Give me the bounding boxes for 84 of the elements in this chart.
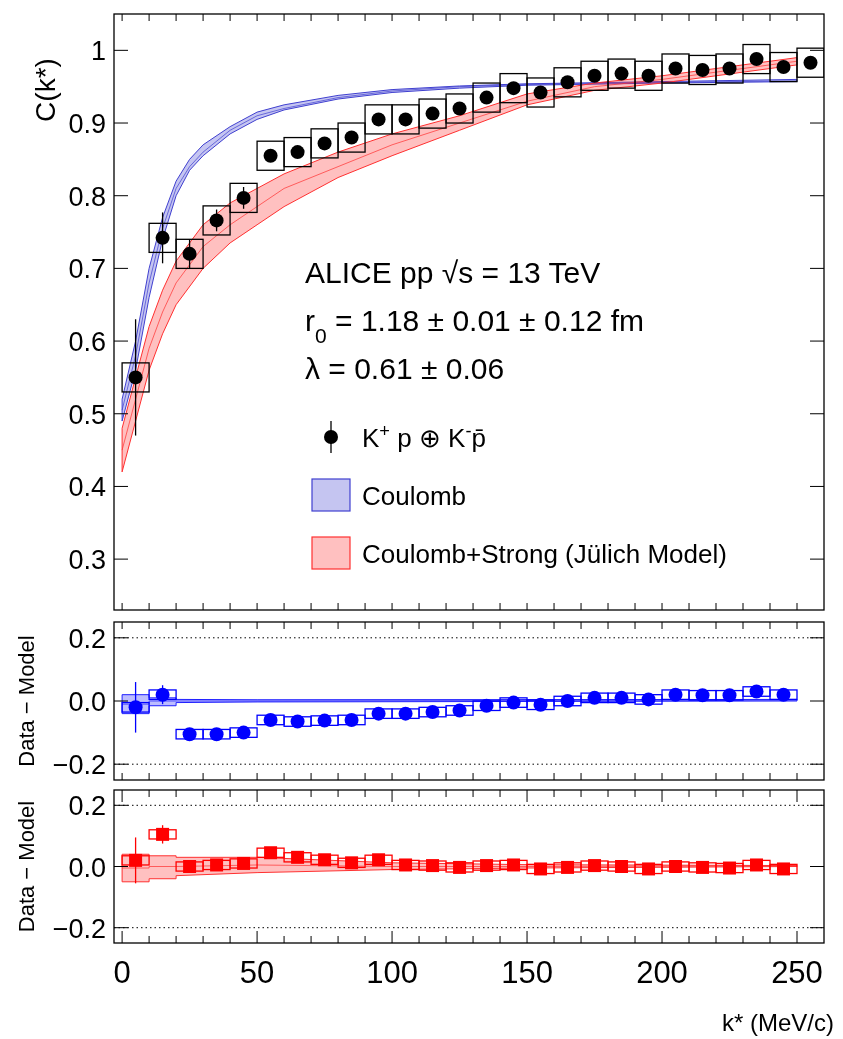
point bbox=[749, 684, 764, 699]
point bbox=[507, 858, 521, 872]
x-tick-label: 150 bbox=[501, 955, 553, 990]
point bbox=[777, 862, 791, 876]
point bbox=[317, 713, 332, 728]
point bbox=[614, 690, 629, 705]
annotation: ALICE pp √s = 13 TeV bbox=[305, 256, 601, 289]
point bbox=[264, 846, 278, 860]
y-tick-label: −0.2 bbox=[52, 750, 106, 781]
point bbox=[750, 858, 764, 872]
legend-label: Coulomb+Strong (Jülich Model) bbox=[362, 539, 727, 569]
y-tick-label: 0.5 bbox=[68, 399, 106, 430]
y-tick-label: 0.0 bbox=[68, 852, 106, 883]
point bbox=[183, 860, 197, 873]
point bbox=[696, 860, 710, 874]
point bbox=[237, 856, 251, 870]
point bbox=[236, 725, 251, 740]
point bbox=[371, 706, 386, 721]
y-tick-label: 0.2 bbox=[68, 623, 106, 654]
y-tick-label: −0.2 bbox=[52, 913, 106, 944]
point bbox=[290, 714, 305, 729]
x-axis-title: k* (MeV/c) bbox=[721, 1009, 834, 1036]
point bbox=[398, 706, 413, 721]
point bbox=[642, 862, 656, 876]
point bbox=[210, 858, 224, 872]
point bbox=[128, 700, 143, 715]
annotation: r$_{0}$ = 1.18 ± 0.01 ± 0.12 fm bbox=[305, 304, 644, 347]
x-tick-label: 50 bbox=[239, 955, 275, 990]
y-tick-label: 1 bbox=[90, 36, 106, 67]
point bbox=[479, 698, 494, 713]
point bbox=[372, 853, 386, 867]
point bbox=[452, 703, 467, 718]
point bbox=[506, 695, 521, 710]
point bbox=[155, 687, 170, 702]
point bbox=[344, 712, 359, 727]
point bbox=[291, 850, 305, 864]
bar bbox=[148, 689, 177, 701]
legend-label: Coulomb bbox=[362, 481, 467, 511]
bar bbox=[121, 701, 150, 713]
x-tick-label: 100 bbox=[366, 955, 418, 990]
y-tick-label: 0.9 bbox=[68, 109, 106, 140]
legend-label: K$^{+}$ p ⊕ K$^{-}$p̄ bbox=[362, 421, 486, 453]
point bbox=[318, 853, 332, 867]
x-tick-label: 250 bbox=[771, 955, 823, 990]
point bbox=[345, 856, 359, 870]
point bbox=[425, 705, 440, 720]
x-tick-label: 0 bbox=[113, 955, 131, 990]
point bbox=[182, 727, 197, 742]
y-tick-label: 0.2 bbox=[68, 791, 106, 822]
point bbox=[668, 687, 683, 702]
point bbox=[209, 727, 224, 742]
point bbox=[588, 859, 602, 873]
point bbox=[723, 861, 737, 875]
point bbox=[426, 859, 440, 873]
y-tick-label: 0.8 bbox=[68, 181, 106, 212]
y-tick-label: 0.6 bbox=[68, 327, 106, 358]
point bbox=[263, 712, 278, 727]
point bbox=[587, 690, 602, 705]
x-tick-label: 200 bbox=[636, 955, 688, 990]
y-tick-label: 0.7 bbox=[68, 254, 106, 285]
point bbox=[561, 860, 575, 874]
point bbox=[129, 853, 143, 867]
y-axis-title: Data − Model bbox=[14, 800, 39, 933]
point bbox=[669, 860, 683, 873]
annotation: λ = 0.61 ± 0.06 bbox=[305, 352, 505, 385]
y-axis-title: Data − Model bbox=[14, 635, 39, 767]
point bbox=[480, 859, 494, 873]
point bbox=[722, 688, 737, 703]
y-tick-label: 0.4 bbox=[68, 472, 106, 503]
y-axis-title: C(k*) bbox=[30, 58, 61, 122]
point bbox=[641, 692, 656, 707]
point bbox=[776, 687, 791, 702]
point bbox=[399, 858, 413, 872]
point bbox=[453, 860, 467, 874]
point bbox=[560, 694, 575, 708]
y-tick-label: 0.0 bbox=[68, 687, 106, 717]
point bbox=[615, 860, 629, 873]
bar bbox=[121, 855, 150, 866]
point bbox=[534, 862, 548, 876]
point bbox=[156, 827, 170, 841]
point bbox=[695, 688, 710, 703]
y-tick-label: 0.3 bbox=[68, 545, 106, 576]
bar bbox=[148, 829, 177, 840]
point bbox=[533, 697, 548, 712]
